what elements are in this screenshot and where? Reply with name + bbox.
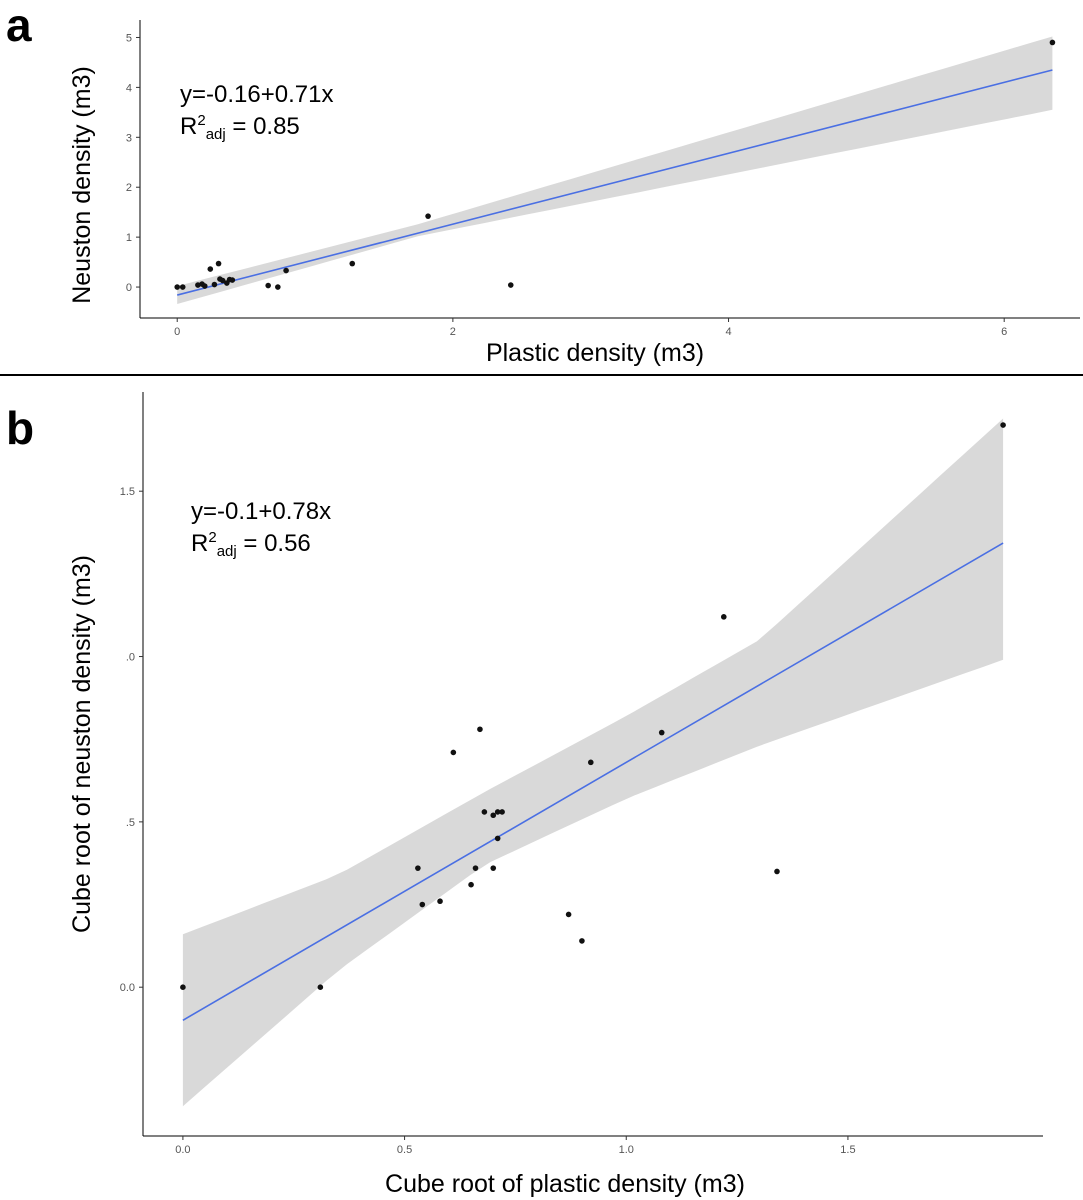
y-tick-label: 1.5	[120, 486, 135, 498]
regression-line	[182, 542, 1004, 1021]
y-tick-label: 4	[126, 82, 132, 94]
regression-equation: y=-0.16+0.71x	[180, 81, 333, 108]
data-point	[507, 282, 514, 288]
data-point	[207, 266, 214, 272]
data-point	[283, 267, 289, 274]
x-tick-label: 6	[1001, 326, 1007, 338]
r-squared-adjusted: R2adj = 0.56	[191, 529, 311, 560]
data-point	[219, 277, 226, 284]
y-tick-label: .5	[126, 817, 135, 829]
data-point	[481, 809, 488, 815]
y-tick-label: 1	[126, 232, 132, 244]
data-point	[499, 809, 505, 815]
data-point	[349, 260, 356, 267]
data-point	[1049, 39, 1056, 46]
data-point	[720, 614, 727, 620]
x-tick-label: 2	[450, 326, 456, 338]
data-point	[275, 284, 281, 290]
x-tick-label: 0	[174, 326, 180, 338]
data-point	[468, 881, 474, 888]
data-point	[1000, 422, 1006, 428]
x-tick-label: 1.5	[840, 1144, 855, 1156]
chart-panel-a: 0 2 4 6 0 1 2 3 4 5 Plastic density (m3) Neuston de…	[68, 20, 1080, 367]
chart-panel-b: 0.0 0.5 1.0 1.5 0.0 .5 .0 1.5 Cube root of plast…	[68, 392, 1043, 1198]
x-tick-label: 4	[725, 326, 731, 338]
data-point	[265, 282, 271, 289]
confidence-band	[177, 36, 1053, 304]
r-squared-adjusted: R2adj = 0.85	[180, 112, 300, 143]
panel-a-letter: a	[6, 0, 32, 51]
data-point	[587, 759, 594, 766]
data-point	[472, 865, 479, 871]
data-point	[437, 898, 443, 905]
data-point	[658, 729, 665, 736]
y-tick-label: 0.0	[120, 982, 135, 994]
data-point	[490, 865, 497, 871]
data-point	[477, 726, 483, 733]
data-point	[494, 809, 501, 815]
data-point	[317, 984, 324, 990]
y-tick-label: .0	[126, 652, 135, 664]
data-point	[419, 901, 426, 908]
data-point	[415, 865, 421, 871]
x-tick-label: 0.0	[175, 1144, 190, 1156]
data-point	[450, 749, 457, 756]
data-point	[179, 284, 186, 290]
y-tick-label: 5	[126, 32, 132, 44]
data-point	[174, 284, 181, 290]
x-tick-label: 1.0	[619, 1144, 634, 1156]
y-axis-label: Neuston density (m3)	[68, 66, 96, 304]
data-point	[579, 938, 585, 944]
x-axis-label: Plastic density (m3)	[486, 339, 704, 367]
data-point	[215, 260, 222, 267]
data-point	[229, 277, 236, 283]
data-point	[211, 281, 218, 288]
data-point	[565, 911, 572, 918]
x-tick-label: 0.5	[397, 1144, 412, 1156]
regression-line	[177, 69, 1053, 296]
data-point	[490, 812, 497, 819]
y-tick-label: 3	[126, 132, 132, 144]
x-axis-label: Cube root of plastic density (m3)	[385, 1170, 745, 1198]
panel-b-letter: b	[6, 402, 35, 454]
data-point	[494, 835, 501, 842]
data-point	[425, 213, 431, 219]
data-point	[201, 283, 208, 289]
panel-divider	[0, 374, 1083, 376]
data-point	[180, 984, 186, 990]
regression-equation: y=-0.1+0.78x	[191, 498, 331, 525]
y-axis-label: Cube root of neuston density (m3)	[68, 555, 96, 933]
data-point	[774, 868, 780, 875]
y-tick-label: 0	[126, 282, 132, 294]
y-tick-label: 2	[126, 182, 132, 194]
